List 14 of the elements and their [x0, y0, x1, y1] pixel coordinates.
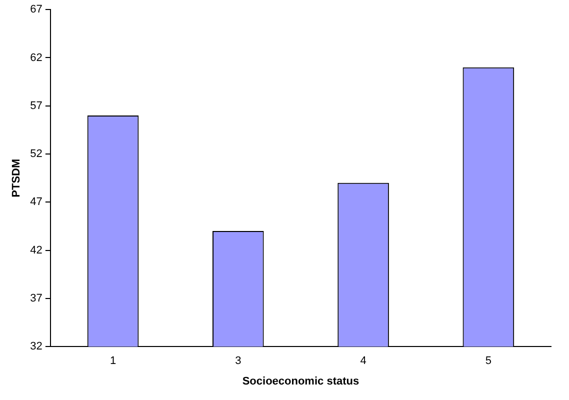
x-tick-label: 3 — [235, 355, 242, 368]
y-axis-title: PTSDM — [10, 158, 23, 198]
y-tick-label: 62 — [30, 52, 42, 64]
x-axis-title: Socioeconomic status — [242, 375, 360, 388]
x-tick-label: 5 — [485, 355, 492, 368]
y-tick-label: 32 — [30, 340, 42, 353]
y-tick-label: 52 — [30, 148, 42, 160]
x-tick-label: 1 — [110, 355, 116, 368]
y-tick-label: 67 — [30, 4, 42, 16]
y-tick-label: 57 — [30, 100, 42, 112]
y-tick-label: 47 — [30, 196, 42, 208]
x-tick-label: 4 — [360, 355, 366, 368]
y-tick-label: 37 — [30, 292, 42, 304]
y-tick-label: 42 — [30, 244, 42, 256]
